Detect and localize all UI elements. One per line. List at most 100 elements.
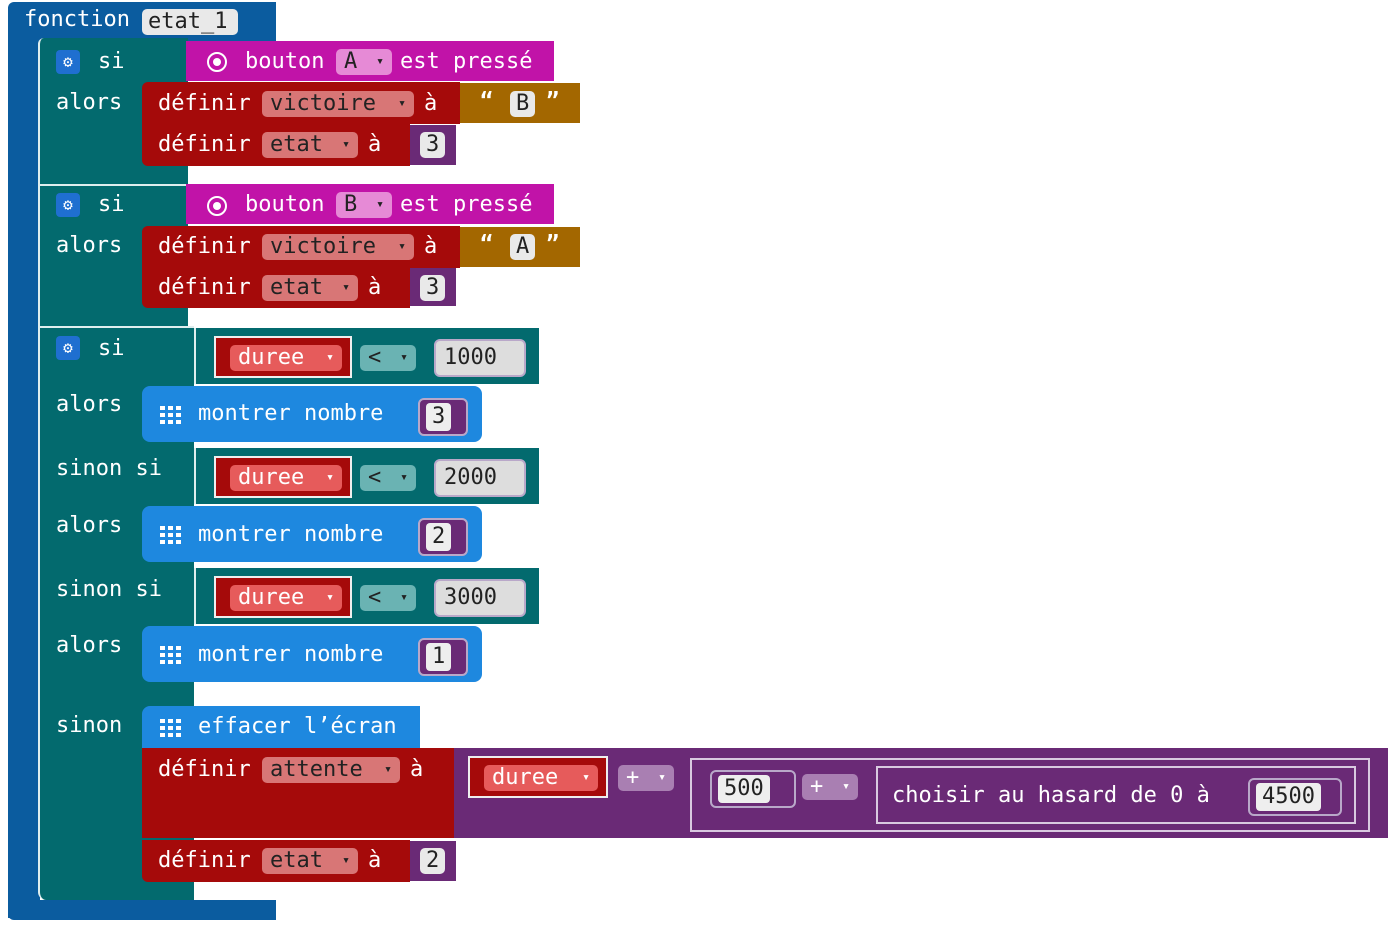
button-label: bouton	[245, 49, 325, 74]
gear-icon[interactable]: ⚙	[56, 50, 80, 74]
number-slot[interactable]: 2	[418, 518, 468, 556]
radio-icon	[207, 52, 227, 72]
pressed-label: est pressé	[400, 192, 533, 217]
button-dropdown[interactable]: A ▾	[336, 49, 392, 75]
number-slot[interactable]: 3000	[434, 579, 526, 617]
set-label: définir	[158, 848, 251, 873]
variable-name: duree	[238, 585, 305, 610]
close-quote: ”	[546, 232, 560, 257]
operator-value: +	[626, 765, 640, 790]
variable-dropdown[interactable]: duree ▾	[230, 585, 342, 611]
led-grid-icon	[160, 406, 182, 424]
operator-dropdown[interactable]: + ▾	[802, 774, 858, 800]
chevron-down-icon: ▾	[398, 96, 406, 111]
number-slot[interactable]: 1000	[434, 339, 526, 377]
variable-name: victoire	[270, 91, 376, 116]
number-value: 4500	[1256, 783, 1321, 811]
chevron-down-icon: ▾	[842, 779, 850, 794]
to-label: à	[424, 91, 438, 116]
number-value: 2	[426, 523, 452, 551]
number-field[interactable]: 2	[420, 848, 446, 874]
variable-dropdown[interactable]: victoire ▾	[262, 234, 414, 260]
to-label: à	[424, 234, 438, 259]
led-grid-icon	[160, 526, 182, 544]
to-label: à	[368, 848, 382, 873]
variable-name: duree	[238, 345, 305, 370]
number-value: 2000	[444, 465, 497, 490]
close-quote: ”	[546, 89, 560, 114]
chevron-down-icon: ▾	[658, 770, 666, 785]
variable-dropdown[interactable]: etat ▾	[262, 848, 358, 874]
text-value-field[interactable]: A	[510, 234, 536, 260]
number-field[interactable]: 3	[420, 275, 446, 301]
variable-name: etat	[270, 848, 323, 873]
set-label: définir	[158, 757, 251, 782]
if-keyword: si	[98, 336, 125, 361]
variable-dropdown[interactable]: duree ▾	[230, 465, 342, 491]
variable-name: etat	[270, 275, 323, 300]
then-keyword: alors	[56, 90, 123, 115]
chevron-down-icon: ▾	[398, 239, 406, 254]
number-field[interactable]: 3	[420, 132, 446, 158]
operator-value: <	[368, 465, 382, 490]
then-keyword: alors	[56, 513, 123, 538]
operator-value: +	[810, 774, 824, 799]
if-keyword: si	[98, 49, 125, 74]
number-slot[interactable]: 500	[710, 770, 796, 808]
operator-dropdown[interactable]: + ▾	[618, 765, 674, 791]
random-label: choisir au hasard de 0 à	[892, 783, 1210, 808]
set-label: définir	[158, 234, 251, 259]
to-label: à	[368, 132, 382, 157]
gear-icon[interactable]: ⚙	[56, 336, 80, 360]
number-slot[interactable]: 1	[418, 638, 468, 676]
variable-dropdown[interactable]: attente ▾	[262, 757, 400, 783]
clear-screen-label: effacer l’écran	[198, 714, 397, 739]
text-value-field[interactable]: B	[510, 91, 536, 117]
pressed-label: est pressé	[400, 49, 533, 74]
variable-dropdown[interactable]: etat ▾	[262, 275, 358, 301]
open-quote: “	[480, 232, 494, 257]
operator-dropdown[interactable]: < ▾	[360, 345, 416, 371]
to-label: à	[368, 275, 382, 300]
variable-dropdown[interactable]: duree ▾	[230, 345, 342, 371]
chevron-down-icon: ▾	[326, 470, 334, 485]
number-value: 500	[718, 775, 770, 803]
else-keyword: sinon	[56, 713, 123, 738]
then-keyword: alors	[56, 633, 123, 658]
variable-dropdown[interactable]: victoire ▾	[262, 91, 414, 117]
variable-name: duree	[492, 765, 559, 790]
number-slot[interactable]: 3	[418, 398, 468, 436]
show-number-label: montrer nombre	[198, 401, 384, 426]
set-label: définir	[158, 275, 251, 300]
if-keyword: si	[98, 192, 125, 217]
variable-name: etat	[270, 132, 323, 157]
chevron-down-icon: ▾	[342, 280, 350, 295]
chevron-down-icon: ▾	[384, 762, 392, 777]
variable-name: duree	[238, 465, 305, 490]
number-value: 1000	[444, 345, 497, 370]
operator-dropdown[interactable]: < ▾	[360, 585, 416, 611]
to-label: à	[410, 757, 424, 782]
gear-icon[interactable]: ⚙	[56, 193, 80, 217]
clear-screen-block[interactable]	[142, 706, 420, 748]
function-keyword: fonction	[24, 7, 130, 32]
button-dropdown[interactable]: B ▾	[336, 192, 392, 218]
radio-icon	[207, 196, 227, 216]
open-quote: “	[480, 89, 494, 114]
show-number-label: montrer nombre	[198, 642, 384, 667]
set-label: définir	[158, 91, 251, 116]
number-slot[interactable]: 4500	[1248, 778, 1342, 816]
chevron-down-icon: ▾	[400, 590, 408, 605]
button-value: B	[344, 192, 358, 217]
variable-name: victoire	[270, 234, 376, 259]
else-if-keyword: sinon si	[56, 456, 162, 481]
chevron-down-icon: ▾	[342, 137, 350, 152]
function-name-field[interactable]: etat_1	[142, 9, 238, 35]
number-slot[interactable]: 2000	[434, 459, 526, 497]
chevron-down-icon: ▾	[326, 350, 334, 365]
chevron-down-icon: ▾	[400, 350, 408, 365]
variable-dropdown[interactable]: etat ▾	[262, 132, 358, 158]
operator-dropdown[interactable]: < ▾	[360, 465, 416, 491]
then-keyword: alors	[56, 233, 123, 258]
variable-dropdown[interactable]: duree ▾	[484, 765, 598, 791]
